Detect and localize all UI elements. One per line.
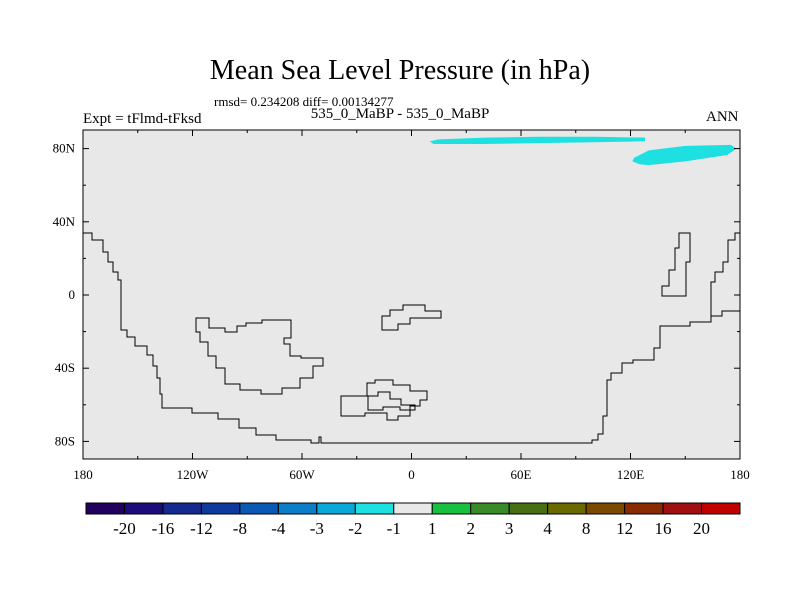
colorbar-box: [85, 502, 125, 515]
x-tick-label: 180: [730, 467, 750, 482]
coastline-island-a: [661, 232, 691, 297]
coastline-east-edge: [710, 232, 740, 316]
colorbar-label: -2: [348, 519, 362, 538]
colorbar-box: [508, 502, 549, 515]
colorbar-label: 2: [466, 519, 475, 538]
colorbar-label: 1: [428, 519, 437, 538]
colorbar-box: [393, 502, 433, 515]
x-tick-label: 60W: [289, 467, 315, 482]
colorbar-box: [162, 502, 202, 515]
x-tick-label: 0: [408, 467, 415, 482]
y-tick-label: 40N: [53, 214, 76, 229]
colorbar-label: -16: [152, 519, 175, 538]
x-tick-label: 120W: [177, 467, 210, 482]
colorbar-box: [354, 502, 395, 515]
anomaly-region-1: [429, 136, 646, 144]
coastlines: [83, 232, 740, 444]
colorbar-label: 12: [616, 519, 633, 538]
colorbar-label: 16: [655, 519, 672, 538]
colorbar-box: [200, 502, 241, 515]
stats-label: rmsd= 0.234208 diff= 0.00134277: [214, 94, 394, 109]
season-label: ANN: [706, 109, 739, 125]
colorbar-label: -20: [113, 519, 136, 538]
y-tick-label: 0: [69, 287, 76, 302]
map-title: Mean Sea Level Pressure (in hPa): [209, 55, 591, 86]
y-tick-label: 80N: [53, 141, 76, 156]
colorbar-box: [123, 502, 164, 515]
anomaly-region-2: [632, 144, 737, 166]
colorbar-label: -8: [233, 519, 247, 538]
colorbar-box: [701, 502, 741, 515]
x-tick-label: 60E: [511, 467, 532, 482]
colorbar-box: [585, 502, 626, 515]
coastline-continent-b: [195, 317, 324, 395]
colorbar-label: 20: [693, 519, 710, 538]
x-tick-label: 120E: [617, 467, 645, 482]
y-tick-label: 40S: [55, 360, 75, 375]
colorbar-box: [470, 502, 510, 515]
colorbar-box: [277, 502, 318, 515]
colorbar-box: [624, 502, 664, 515]
coastline-americas: [83, 232, 740, 444]
colorbar-box: [662, 502, 703, 515]
anomaly-regions: [429, 136, 737, 166]
colorbar-box: [316, 502, 356, 515]
coastline-island-d: [340, 379, 428, 421]
colorbar-label: -1: [387, 519, 401, 538]
coastline-island-e: [367, 391, 416, 411]
colorbar-box: [431, 502, 472, 515]
case-label: 535_0_MaBP - 535_0_MaBP: [310, 106, 490, 122]
colorbar-box: [239, 502, 279, 515]
colorbar-box: [547, 502, 587, 515]
colorbar-label: -4: [271, 519, 286, 538]
colorbar-label: 3: [505, 519, 514, 538]
y-axis: 80N 40N 0 40S 80S: [53, 141, 740, 448]
y-tick-label: 80S: [55, 433, 75, 448]
plot-area: [83, 130, 740, 459]
colorbar-label: 4: [543, 519, 552, 538]
coastline-island-c: [381, 304, 442, 331]
x-tick-label: 180: [73, 467, 93, 482]
colorbar-label: -3: [310, 519, 324, 538]
experiment-label: Expt = tFlmd-tFksd: [83, 111, 202, 127]
colorbar-label: -12: [190, 519, 213, 538]
x-axis: 180 120W 60W 0 60E 120E 180: [73, 130, 750, 482]
colorbar-label: 8: [582, 519, 591, 538]
plot-background: [83, 130, 740, 459]
colorbar: -20 -16 -12 -8 -4 -3 -2 -1 1 2 3 4 8 12 16 20: [85, 502, 741, 538]
